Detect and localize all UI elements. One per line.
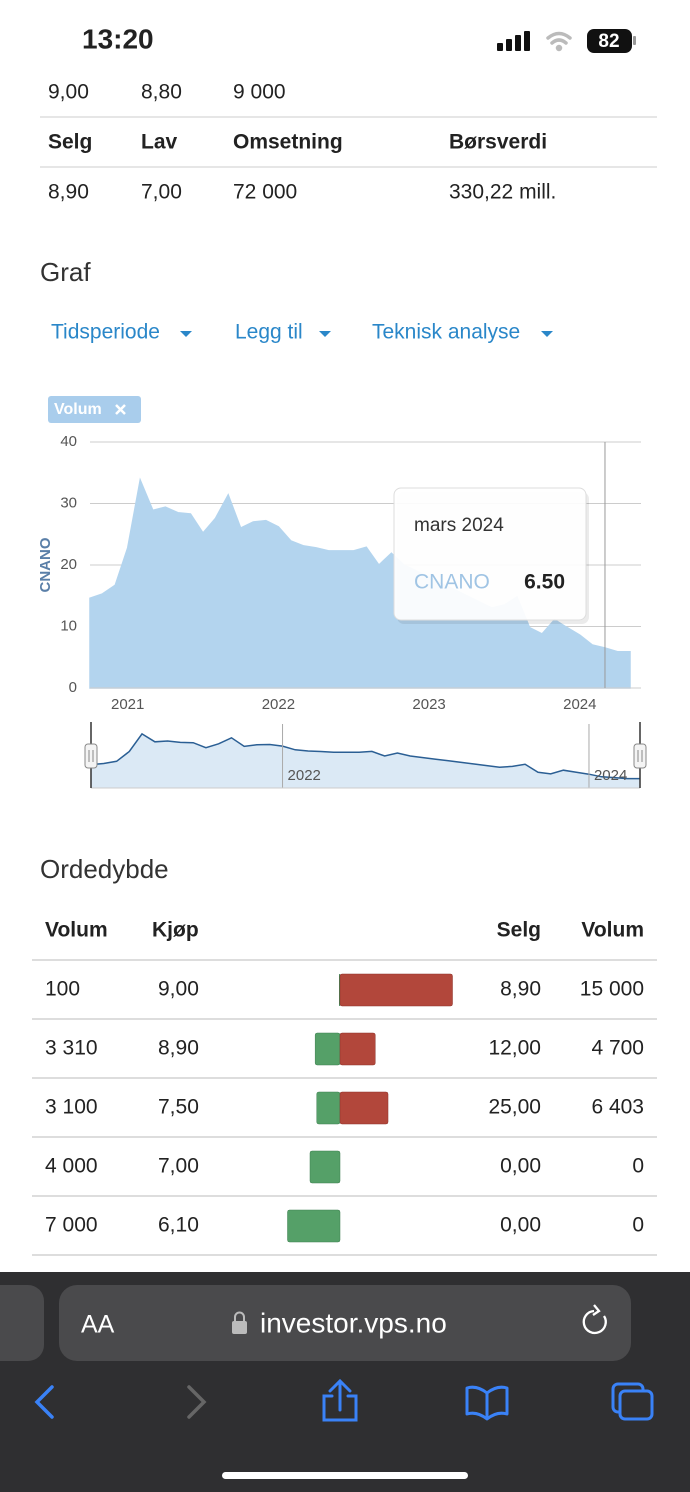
header-cell: Selg (497, 919, 541, 942)
cell: 0,00 (500, 1155, 541, 1178)
handle-grip (88, 750, 94, 762)
url[interactable]: investor.vps.no (260, 1307, 447, 1338)
navigator-handle[interactable] (84, 743, 98, 769)
tooltip-value: 6.50 (524, 571, 565, 594)
cell: 0 (632, 1155, 644, 1178)
cell: 8,90 (48, 181, 89, 204)
header-cell: Volum (581, 919, 644, 942)
cell: 15 000 (580, 978, 644, 1001)
sell-bar (339, 1032, 376, 1066)
header-cell: Kjøp (152, 919, 199, 942)
sell-bar (339, 973, 453, 1007)
x-tick-label: 2022 (262, 696, 295, 713)
cell: 0 (632, 1214, 644, 1237)
caret (541, 331, 553, 337)
battery-level: 82 (598, 31, 619, 52)
cell: 7,00 (158, 1155, 199, 1178)
tooltip (393, 487, 587, 621)
cell: 9,00 (158, 978, 199, 1001)
y-axis-label: CNANO (37, 537, 54, 592)
cell: 25,00 (488, 1096, 541, 1119)
cell: 3 100 (45, 1096, 98, 1119)
cell: 72 000 (233, 181, 297, 204)
buy-bar (309, 1150, 341, 1184)
header-cell: Omsetning (233, 131, 343, 154)
tabs-button[interactable] (611, 1382, 654, 1421)
cell: 7,50 (158, 1096, 199, 1119)
cell: 6,10 (158, 1214, 199, 1237)
text-size-button[interactable]: AA (81, 1311, 115, 1339)
cell: 8,80 (141, 81, 182, 104)
chart: 0 10 20 30 40 CNANO 2021 2022 2023 2024 mars 2024 C… (37, 433, 647, 789)
prev-tab[interactable] (0, 1285, 44, 1361)
buy-bar (314, 1032, 341, 1066)
share-button[interactable] (322, 1378, 358, 1422)
handle-grip (637, 750, 643, 762)
header-cell: Børsverdi (449, 131, 547, 154)
buy-bar (316, 1091, 341, 1125)
cell: 8,90 (158, 1037, 199, 1060)
menu-button[interactable]: Tidsperiode (51, 321, 160, 344)
y-tick-label: 0 (69, 679, 77, 696)
cell: 3 310 (45, 1037, 98, 1060)
menu-button[interactable]: Teknisk analyse (372, 321, 520, 344)
battery-icon (587, 29, 632, 53)
cell: 7 000 (45, 1214, 98, 1237)
header-cell: Volum (45, 919, 108, 942)
tag-label: Volum (54, 401, 102, 418)
cell: 4 700 (591, 1037, 644, 1060)
cell: 8,90 (500, 978, 541, 1001)
cell: 330,22 mill. (449, 181, 556, 204)
order-depth-table: 100 9,00 8,90 15 000 3 310 8,90 12,00 4 700 3 10… (32, 959, 657, 1256)
buy-bar (287, 1209, 341, 1243)
tag-close[interactable] (115, 404, 126, 415)
menu-button[interactable]: Legg til (235, 321, 303, 344)
navigator-line (90, 732, 640, 780)
lock-icon (232, 1311, 247, 1334)
cell: 9,00 (48, 81, 89, 104)
forward-button[interactable] (187, 1385, 207, 1419)
battery-tip (633, 36, 636, 45)
cell: 12,00 (488, 1037, 541, 1060)
header-cell: Selg (48, 131, 92, 154)
cell: 7,00 (141, 181, 182, 204)
header-cell: Lav (141, 131, 178, 154)
cell: 9 000 (233, 81, 286, 104)
address-bar[interactable] (59, 1285, 631, 1361)
clock: 13:20 (82, 23, 154, 54)
home-indicator (222, 1472, 468, 1479)
area (89, 477, 631, 689)
caret (319, 331, 331, 337)
cell: 6 403 (591, 1096, 644, 1119)
tag[interactable] (48, 396, 141, 423)
y-tick-label: 40 (60, 433, 77, 450)
cell: 0,00 (500, 1214, 541, 1237)
x-tick-label: 2021 (111, 696, 144, 713)
navigator-tick-label: 2024 (594, 767, 627, 784)
wifi-icon (546, 31, 572, 52)
section-title: Graf (40, 257, 91, 287)
reload-button[interactable] (582, 1304, 607, 1335)
cell: 100 (45, 978, 80, 1001)
y-tick-label: 30 (60, 494, 77, 511)
signal-icon (497, 31, 530, 51)
navigator-area (91, 733, 640, 788)
navigator-handle[interactable] (633, 743, 647, 769)
x-tick-label: 2023 (412, 696, 445, 713)
cell: 4 000 (45, 1155, 98, 1178)
tooltip-series: CNANO (414, 571, 490, 594)
bookmarks-button[interactable] (465, 1385, 509, 1421)
y-tick-label: 20 (60, 556, 77, 573)
section-title: Ordedybde (40, 854, 169, 884)
back-button[interactable] (34, 1385, 54, 1419)
navigator-tick-label: 2022 (288, 767, 321, 784)
caret (180, 331, 192, 337)
y-tick-label: 10 (60, 617, 77, 634)
x-tick-label: 2024 (563, 696, 596, 713)
tooltip-title: mars 2024 (414, 515, 504, 536)
sell-bar (339, 1091, 389, 1125)
